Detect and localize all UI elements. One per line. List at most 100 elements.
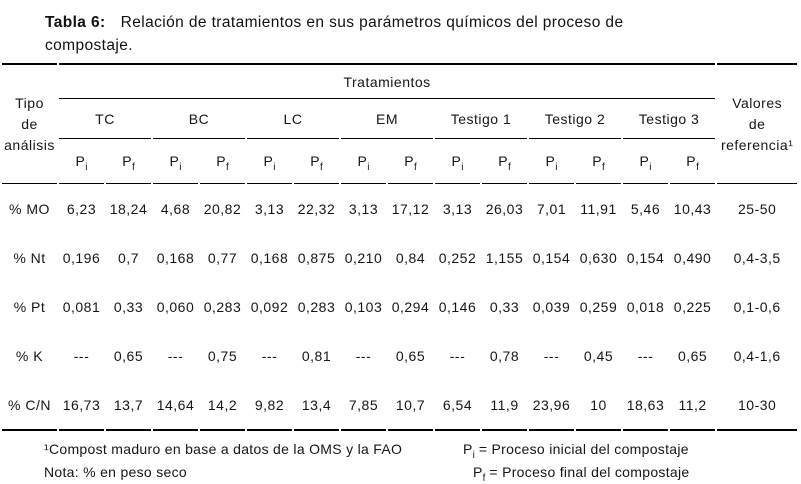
cell-value: 0,7 — [118, 249, 139, 266]
corner-header-tipo-de-analisis: Tipo de análisis — [2, 63, 57, 184]
cell-value: 1,155 — [485, 249, 524, 266]
cell-value: --- — [543, 347, 560, 364]
subheader-pi: Pi — [59, 139, 104, 184]
cell-value: --- — [449, 347, 466, 364]
cell-value: 18,24 — [109, 200, 148, 217]
footnote-compost-maduro: ¹Compost maduro en base a datos de la OM… — [44, 441, 403, 457]
table-row-nt: % Nt 0,196 0,7 0,168 0,77 0,168 0,875 0,… — [2, 233, 797, 282]
row-label-cn: % C/N — [2, 380, 57, 431]
cell-value: --- — [637, 347, 654, 364]
row-label-nt: % Nt — [13, 249, 46, 266]
table-caption-line2: compostaje. — [45, 37, 133, 54]
cell-value: 11,91 — [580, 200, 617, 217]
table-row-k: % K --- 0,65 --- 0,75 --- 0,81 --- 0,65 … — [2, 331, 797, 380]
cell-value: 6,23 — [66, 200, 97, 217]
cell-value: 0,283 — [203, 298, 242, 315]
cell-value: 14,2 — [200, 380, 245, 431]
cell-value: --- — [261, 347, 278, 364]
subheader-pi: Pi — [247, 139, 292, 184]
cell-value: 0,154 — [532, 249, 571, 266]
cell-value: 11,2 — [670, 380, 716, 431]
table-caption: Tabla 6: Relación de tratamientos en sus … — [0, 0, 801, 57]
legend-pf: Pf = Proceso final del compostaje — [473, 464, 690, 484]
subheader-pf: Pf — [200, 139, 245, 184]
table-row-mo: % MO 6,23 18,24 4,68 20,82 3,13 22,32 3,… — [2, 184, 797, 233]
cell-value: 0,210 — [344, 249, 383, 266]
cell-value: 0,196 — [62, 249, 101, 266]
cell-value: 0,060 — [156, 298, 195, 315]
legend-pi: Pi = Proceso inicial del compostaje — [463, 441, 689, 461]
table-caption-line1: Tabla 6: Relación de tratamientos en sus … — [45, 11, 801, 34]
cell-value: 0,081 — [62, 298, 101, 315]
cell-value: 22,32 — [297, 200, 336, 217]
cell-value: 0,630 — [579, 249, 618, 266]
table-caption-text: Relación de tratamientos en sus parámetr… — [120, 14, 624, 31]
subheader-pi: Pi — [153, 139, 198, 184]
cell-value: 20,82 — [203, 200, 242, 217]
cell-value: 16,73 — [59, 380, 104, 431]
header-row-groups: TC BC LC EM Testigo 1 Testigo 2 Testigo … — [2, 99, 797, 139]
cell-value: 0,490 — [673, 249, 712, 266]
corner-header-line1: Tipo — [15, 94, 44, 111]
reference-values-header: Valores de referencia¹ — [717, 63, 798, 184]
table-number: Tabla 6: — [45, 14, 106, 31]
cell-value: --- — [73, 347, 90, 364]
cell-reference: 0,1-0,6 — [733, 298, 781, 315]
cell-value: 7,85 — [341, 380, 386, 431]
cell-value: 0,154 — [626, 249, 665, 266]
table-footnotes: ¹Compost maduro en base a datos de la OM… — [0, 438, 801, 484]
row-label-mo: % MO — [9, 200, 50, 217]
cell-value: 0,875 — [297, 249, 336, 266]
cell-value: 0,018 — [626, 298, 665, 315]
row-label-k: % K — [15, 347, 44, 364]
footnote-peso-seco: Nota: % en peso seco — [44, 464, 187, 480]
cell-value: 0,78 — [489, 347, 520, 364]
cell-value: 3,13 — [254, 200, 285, 217]
cell-value: 0,146 — [438, 298, 477, 315]
footnotes-left: ¹Compost maduro en base a datos de la OM… — [44, 438, 801, 484]
cell-value: 0,259 — [579, 298, 618, 315]
subheader-pi: Pi — [623, 139, 668, 184]
cell-value: --- — [355, 347, 372, 364]
cell-value: 0,81 — [301, 347, 332, 364]
cell-value: 10,7 — [388, 380, 433, 431]
cell-value: 6,54 — [435, 380, 480, 431]
cell-reference: 25-50 — [738, 200, 777, 217]
subheader-pi: Pi — [529, 139, 574, 184]
group-header-lc: LC — [247, 99, 339, 139]
cell-value: 14,64 — [153, 380, 198, 431]
cell-value: 0,33 — [489, 298, 520, 315]
cell-reference: 0,4-3,5 — [733, 249, 781, 266]
group-header-tc: TC — [59, 99, 151, 139]
cell-value: --- — [167, 347, 184, 364]
group-header-em: EM — [341, 99, 433, 139]
corner-header-line2: de — [21, 115, 38, 132]
row-label-pt: % Pt — [13, 298, 46, 315]
cell-value: 3,13 — [442, 200, 473, 217]
corner-header-line3: análisis — [4, 136, 55, 153]
reference-header-line2: de — [748, 115, 766, 132]
cell-value: 0,65 — [395, 347, 426, 364]
cell-reference: 0,4-1,6 — [733, 347, 781, 364]
cell-value: 10 — [576, 380, 621, 431]
group-header-testigo-1: Testigo 1 — [435, 99, 527, 139]
cell-value: 3,13 — [348, 200, 379, 217]
cell-value: 4,68 — [160, 200, 191, 217]
cell-value: 0,039 — [532, 298, 571, 315]
cell-value: 13,7 — [106, 380, 151, 431]
cell-value: 17,12 — [391, 200, 430, 217]
subheader-pf: Pf — [482, 139, 527, 184]
footnotes-right: Pi = Proceso inicial del compostaje Pf = P… — [463, 438, 689, 484]
cell-value: 0,225 — [673, 298, 712, 315]
subheader-pf: Pf — [388, 139, 433, 184]
header-row-treatments: Tipo de análisis Tratamientos Valores de… — [2, 63, 798, 184]
cell-value: 0,33 — [113, 298, 144, 315]
cell-value: 0,252 — [438, 249, 477, 266]
subheader-pf: Pf — [294, 139, 339, 184]
cell-value: 9,82 — [247, 380, 292, 431]
reference-header-line3: referencia¹ — [720, 136, 794, 153]
cell-value: 23,96 — [529, 380, 574, 431]
group-header-testigo-2: Testigo 2 — [529, 99, 621, 139]
cell-value: 0,65 — [113, 347, 144, 364]
